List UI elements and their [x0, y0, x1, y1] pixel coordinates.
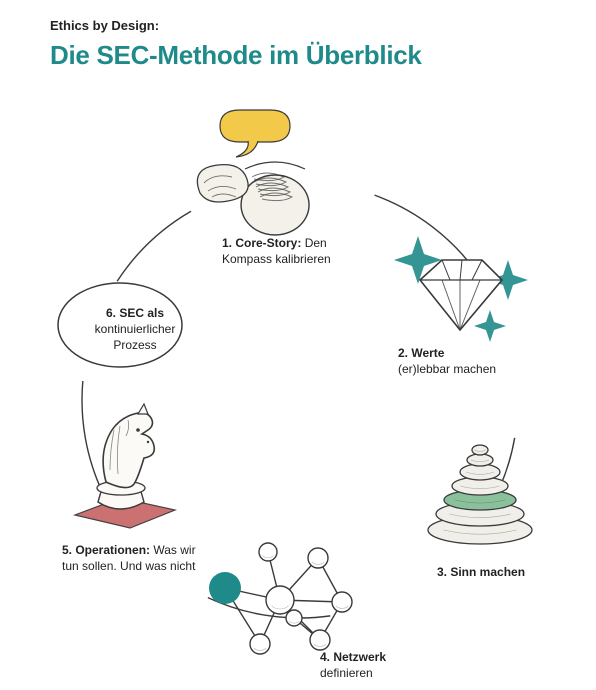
- step-1-label-bold: 1. Core-Story:: [222, 236, 301, 250]
- step-1-label: 1. Core-Story: DenKompass kalibrieren: [222, 235, 382, 267]
- step-6-label: 6. SEC als kontinuierlicherProzess: [75, 305, 195, 354]
- step-2-label-rest: (er)lebbar machen: [398, 362, 496, 376]
- step-2-label: 2. Werte (er)lebbar machen: [398, 345, 548, 377]
- chess-knight-icon: [75, 404, 175, 528]
- step-2-label-bold: 2. Werte: [398, 346, 444, 360]
- step-4-label-rest: definieren: [320, 666, 373, 680]
- step-6-label-bold: 6. SEC als: [106, 306, 164, 320]
- step-3-label-bold: 3. Sinn machen: [437, 565, 525, 579]
- step-4-label-bold: 4. Netzwerk: [320, 650, 386, 664]
- step-5-label-bold: 5. Operationen:: [62, 543, 150, 557]
- core-story-icon: [197, 110, 309, 235]
- step-5-label: 5. Operationen: Was wirtun sollen. Und w…: [62, 542, 242, 574]
- step-3-label: 3. Sinn machen: [437, 564, 557, 580]
- step-4-label: 4. Netzwerk definieren: [320, 649, 440, 681]
- stones-icon: [428, 445, 532, 544]
- step-6-label-rest: kontinuierlicherProzess: [95, 322, 176, 352]
